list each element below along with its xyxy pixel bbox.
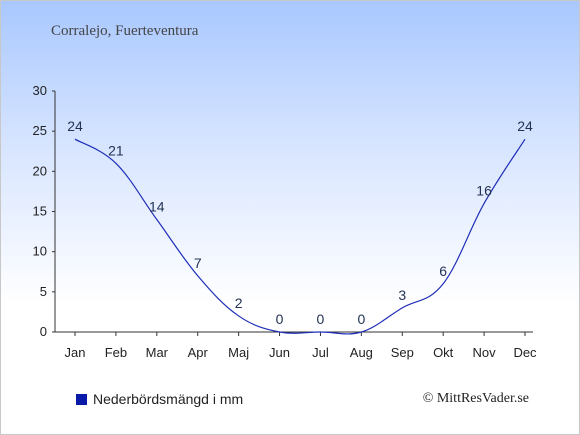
data-label: 0 xyxy=(317,311,325,327)
x-tick-label: Okt xyxy=(433,345,454,360)
x-tick-label: Maj xyxy=(228,345,249,360)
data-label: 24 xyxy=(67,118,83,134)
chart-title: Corralejo, Fuerteventura xyxy=(51,23,199,39)
data-label: 21 xyxy=(108,142,124,158)
data-label: 16 xyxy=(476,182,492,198)
x-tick-label: Jul xyxy=(312,345,329,360)
legend-label: Nederbördsmängd i mm xyxy=(93,391,244,407)
y-tick-label: 10 xyxy=(33,244,47,259)
data-label: 2 xyxy=(235,295,243,311)
series-line xyxy=(74,138,526,335)
data-label: 3 xyxy=(398,287,406,303)
data-label: 6 xyxy=(439,263,447,279)
x-tick-label: Jun xyxy=(269,345,290,360)
credit-text: © MittResVader.se xyxy=(422,391,529,406)
data-label: 14 xyxy=(149,199,165,215)
y-tick-label: 25 xyxy=(33,123,47,138)
x-tick-label: Mar xyxy=(146,345,169,360)
x-tick-label: Nov xyxy=(473,345,497,360)
x-tick-label: Apr xyxy=(188,345,209,360)
data-label: 7 xyxy=(194,255,202,271)
x-tick-label: Feb xyxy=(105,345,127,360)
y-tick-label: 5 xyxy=(40,284,47,299)
data-label: 24 xyxy=(517,118,533,134)
legend: Nederbördsmängd i mm xyxy=(76,391,243,407)
legend-swatch xyxy=(76,393,87,405)
x-tick-label: Aug xyxy=(350,345,373,360)
y-tick-label: 20 xyxy=(33,163,47,178)
x-tick-label: Jan xyxy=(65,345,86,360)
y-tick-label: 15 xyxy=(33,204,47,219)
x-tick-label: Sep xyxy=(391,345,414,360)
data-label: 0 xyxy=(276,311,284,327)
data-label: 0 xyxy=(357,311,365,327)
x-tick-label: Dec xyxy=(513,345,537,360)
y-tick-label: 30 xyxy=(33,83,47,98)
y-tick-label: 0 xyxy=(40,324,47,339)
